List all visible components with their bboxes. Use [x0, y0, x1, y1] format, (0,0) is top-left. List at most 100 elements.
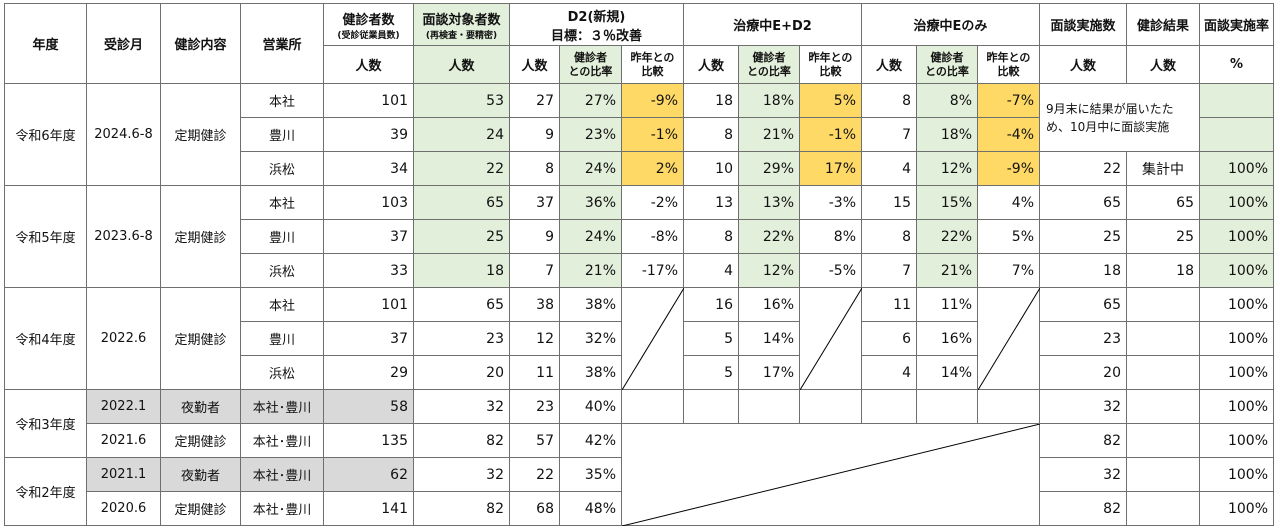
e-yoy-cell: 7% — [977, 253, 1040, 288]
e-ratio-cell: 15% — [916, 185, 978, 220]
d2-count-cell: 9 — [509, 219, 560, 254]
target-cell: 22 — [413, 151, 510, 186]
d2-goal: 目標：３％改善 — [550, 28, 642, 44]
result-cell: 65 — [1126, 185, 1200, 220]
empty-cell — [799, 389, 862, 424]
target-cell: 18 — [413, 253, 510, 288]
table-row: 令和6年度 2024.6-8 定期健診 本社 101 53 27 27% -9%… — [4, 83, 1275, 186]
examinees-people-header: 人数 — [323, 45, 414, 84]
d2-ratio-cell: 32% — [559, 321, 622, 356]
ed2-ratio-cell: 21% — [738, 117, 800, 152]
table-row: 浜松 33 18 7 21% -17% 4 12% -5% 7 21% 7% 1… — [5, 253, 1275, 288]
office-cell: 本社 — [240, 185, 324, 220]
rate-cell: 100% — [1198, 151, 1275, 186]
e-only-header: 治療中Eのみ — [861, 3, 1040, 46]
content-cell: 定期健診 — [160, 83, 241, 186]
d2-count-cell: 57 — [509, 423, 560, 458]
interview-count-cell: 22 — [1039, 151, 1127, 186]
examinees-title: 健診者数 — [342, 12, 395, 28]
interview-count-cell: 82 — [1039, 423, 1127, 458]
rate-cell: 100% — [1198, 491, 1275, 526]
ed2-yoy-cell: -1% — [799, 117, 862, 152]
examinees-subtitle: (受診従業員数) — [337, 30, 400, 41]
e-count-cell: 8 — [861, 83, 917, 118]
content-cell: 定期健診 — [160, 423, 241, 458]
office-cell: 浜松 — [240, 253, 324, 288]
interview-count-cell: 18 — [1039, 253, 1127, 288]
examinees-header: 健診者数 (受診従業員数) — [323, 3, 414, 46]
e-people-header: 人数 — [861, 45, 917, 84]
month-cell: 2020.6 — [86, 491, 161, 526]
e-ratio-cell: 11% — [916, 287, 978, 322]
e-yoy-l1: 昨年との — [986, 50, 1031, 64]
rate-cell: 100% — [1198, 185, 1275, 220]
ed2-ratio-cell: 14% — [738, 321, 800, 356]
e-ratio-cell: 22% — [916, 219, 978, 254]
result-cell — [1126, 457, 1200, 492]
exam-cell: 62 — [323, 457, 414, 492]
d2-count-cell: 27 — [509, 83, 560, 118]
e-ratio-cell: 16% — [916, 321, 978, 356]
e-yoy-cell: 4% — [977, 185, 1040, 220]
d2-yoy-cell: -9% — [621, 83, 684, 118]
month-header: 受診月 — [86, 3, 161, 84]
ed2-ratio-cell: 12% — [738, 253, 800, 288]
interview-count-cell: 20 — [1039, 355, 1127, 390]
d2-ratio-cell: 23% — [559, 117, 622, 152]
result-cell: 18 — [1126, 253, 1200, 288]
result-cell — [1126, 355, 1200, 390]
exam-cell: 33 — [323, 253, 414, 288]
d2-ratio-cell: 38% — [559, 355, 622, 390]
d2-ratio-cell: 38% — [559, 287, 622, 322]
e-ratio-l1: 健診者 — [930, 50, 964, 64]
d2-yoy-cell: 2% — [621, 151, 684, 186]
ed2-count-cell: 18 — [683, 83, 739, 118]
result-cell — [1126, 423, 1200, 458]
e-ratio-cell: 12% — [916, 151, 978, 186]
result-cell — [1126, 491, 1200, 526]
e-yoy-cell: -7% — [977, 83, 1040, 118]
ed2-count-cell: 10 — [683, 151, 739, 186]
d2-count-cell: 7 — [509, 253, 560, 288]
ed2-people-header: 人数 — [683, 45, 739, 84]
e-yoy-cell: -4% — [977, 117, 1040, 152]
empty-cell — [916, 389, 978, 424]
ed2-ratio-cell: 22% — [738, 219, 800, 254]
office-cell: 豊川 — [240, 321, 324, 356]
target-cell: 24 — [413, 117, 510, 152]
interview-rate-header: 面談実施率 — [1198, 3, 1275, 46]
office-cell: 本社 — [240, 287, 324, 322]
ed2-yoy-cell: 17% — [799, 151, 862, 186]
rate-cell: 100% — [1198, 457, 1275, 492]
e-ratio-cell: 18% — [916, 117, 978, 152]
target-cell: 32 — [413, 389, 510, 424]
rate-cell: 100% — [1198, 389, 1275, 424]
exam-cell: 37 — [323, 321, 414, 356]
exam-cell: 103 — [323, 185, 414, 220]
rate-cell — [1198, 83, 1275, 118]
content-cell: 定期健診 — [160, 491, 241, 526]
content-cell: 夜勤者 — [160, 457, 241, 492]
rate-percent-header: % — [1198, 45, 1275, 84]
e-ratio-cell: 14% — [916, 355, 978, 390]
ed2-count-cell: 5 — [683, 355, 739, 390]
year-cell: 令和2年度 — [4, 457, 87, 526]
result-cell — [1126, 287, 1200, 322]
interview-count-cell: 82 — [1039, 491, 1127, 526]
month-cell: 2022.1 — [86, 389, 161, 424]
ed2-ratio-l1: 健診者 — [752, 50, 786, 64]
rate-cell — [1198, 117, 1275, 152]
result-cell: 集計中 — [1126, 151, 1200, 186]
exam-cell: 34 — [323, 151, 414, 186]
d2-count-cell: 11 — [509, 355, 560, 390]
ed2-ratio-l2: との比率 — [747, 64, 791, 78]
empty-cell — [621, 389, 684, 424]
exam-cell: 29 — [323, 355, 414, 390]
e-yoy-header: 昨年との 比較 — [977, 45, 1040, 84]
e-count-cell: 4 — [861, 151, 917, 186]
interview-count-cell: 32 — [1039, 389, 1127, 424]
ed2-yoy-header: 昨年との 比較 — [799, 45, 862, 84]
e-count-cell: 4 — [861, 355, 917, 390]
target-cell: 82 — [413, 491, 510, 526]
